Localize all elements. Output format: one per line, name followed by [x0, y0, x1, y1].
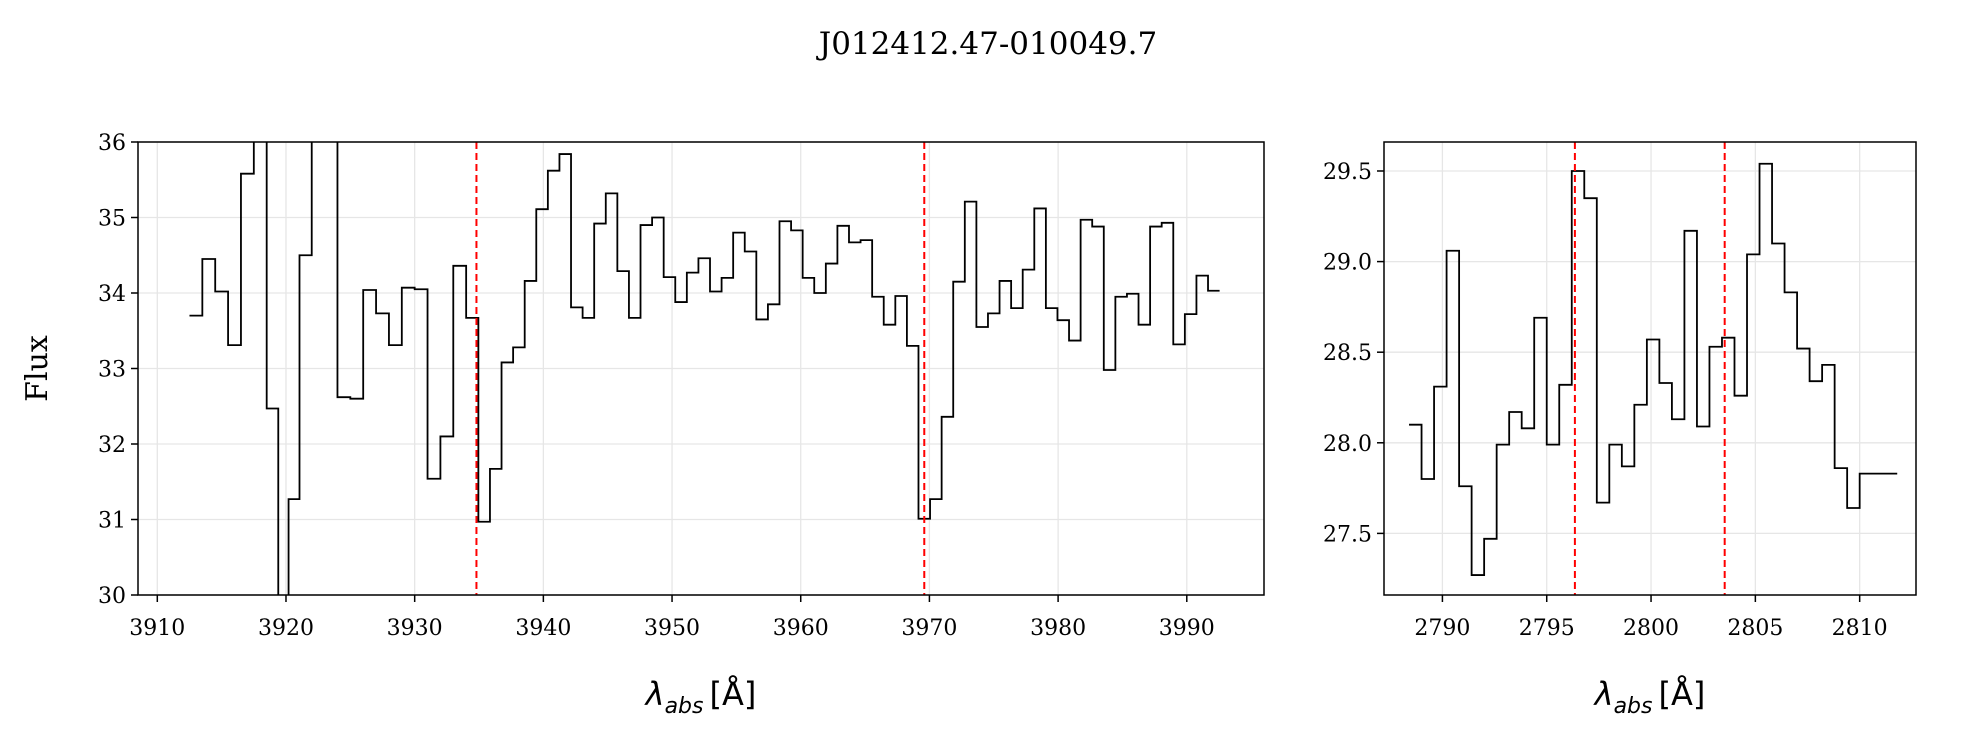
x-tick-label: 3950 — [644, 616, 700, 641]
y-tick-label: 27.5 — [1323, 522, 1372, 547]
y-tick-label: 28.0 — [1323, 432, 1372, 457]
x-tick-label: 3970 — [901, 616, 957, 641]
y-tick-label: 32 — [98, 433, 126, 458]
x-axis-label: λabs [Å] — [644, 675, 757, 719]
y-tick-label: 29.5 — [1323, 160, 1372, 185]
y-tick-label: 34 — [98, 282, 126, 307]
x-tick-label: 2805 — [1727, 616, 1783, 641]
y-tick-label: 28.5 — [1323, 341, 1372, 366]
y-tick-label: 35 — [98, 207, 126, 232]
right-panel: 2790 2795 2800 2805 2810 27.5 28.0 28.5 29.0 29.5… — [1323, 141, 1917, 719]
x-tick-label: 3930 — [387, 616, 443, 641]
y-axis-label: Flux — [20, 335, 55, 402]
y-tick-label: 30 — [98, 584, 126, 609]
x-tick-label: 3980 — [1030, 616, 1086, 641]
x-tick-label: 2790 — [1414, 616, 1470, 641]
y-tick-label: 36 — [98, 131, 126, 156]
x-tick-label: 3920 — [258, 616, 314, 641]
x-tick-label: 3990 — [1159, 616, 1215, 641]
x-tick-label: 2795 — [1519, 616, 1575, 641]
x-tick-label: 3960 — [773, 616, 829, 641]
y-tick-label: 31 — [98, 509, 126, 534]
left-panel: 3910 3920 3930 3940 3950 3960 3970 3980 3990 30 31… — [20, 131, 1265, 719]
x-tick-label: 3940 — [515, 616, 571, 641]
x-tick-label: 2800 — [1623, 616, 1679, 641]
x-tick-label: 3910 — [129, 616, 185, 641]
x-tick-label: 2810 — [1832, 616, 1888, 641]
flux-step-series — [189, 142, 1220, 595]
y-tick-label: 29.0 — [1323, 251, 1372, 276]
y-tick-label: 33 — [98, 358, 126, 383]
figure-title: J012412.47-010049.7 — [816, 26, 1157, 62]
x-axis-label: λabs [Å] — [1593, 675, 1706, 719]
flux-step-series — [1409, 162, 1898, 576]
axes-frame — [1383, 141, 1917, 596]
